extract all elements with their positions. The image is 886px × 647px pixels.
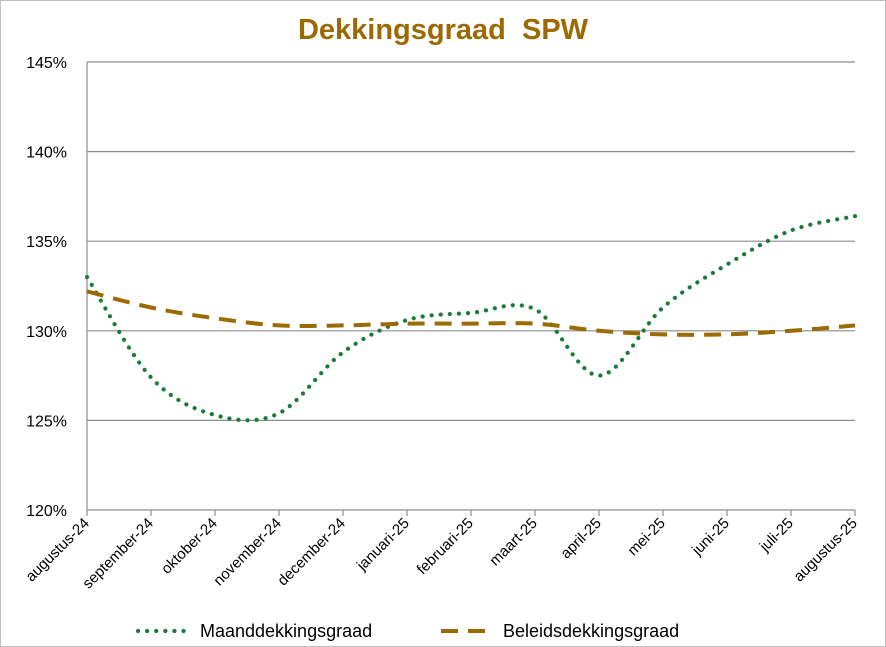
series-line-beleidsdekkingsgraad	[86, 289, 856, 337]
x-tick-label: oktober-24	[158, 515, 221, 578]
y-tick-label: 145%	[26, 55, 67, 72]
x-tick-label: juni-25	[688, 515, 733, 560]
gridlines	[87, 61, 855, 421]
x-tick-label: april-25	[557, 515, 604, 562]
x-tick-label: augustus-24	[22, 515, 92, 585]
x-tick-label: maart-25	[486, 515, 540, 569]
x-tick-label: mei-25	[624, 515, 668, 559]
axes	[86, 62, 856, 516]
x-tick-label: december-24	[274, 515, 349, 590]
y-tick-label: 130%	[26, 324, 67, 341]
y-tick-label: 140%	[26, 145, 67, 162]
y-tick-label: 125%	[26, 413, 67, 430]
legend-label-beleidsdekkingsgraad: Beleidsdekkingsgraad	[503, 621, 679, 641]
chart-title: Dekkingsgraad SPW	[297, 14, 589, 46]
y-tick-labels: 120% 125% 130% 135% 140% 145%	[26, 55, 67, 520]
x-tick-label: juli-25	[756, 515, 797, 556]
x-tick-label: november-24	[210, 515, 285, 590]
x-tick-label: augustus-25	[790, 515, 860, 585]
x-tick-label: februari-25	[414, 515, 477, 578]
series-lines	[84, 214, 858, 423]
y-tick-label: 135%	[26, 234, 67, 251]
y-tick-label: 120%	[26, 503, 67, 520]
legend-label-maanddekkingsgraad: Maanddekkingsgraad	[200, 621, 372, 641]
legend: Maanddekkingsgraad Beleidsdekkingsgraad	[135, 621, 679, 641]
x-tick-label: januari-25	[353, 515, 413, 575]
